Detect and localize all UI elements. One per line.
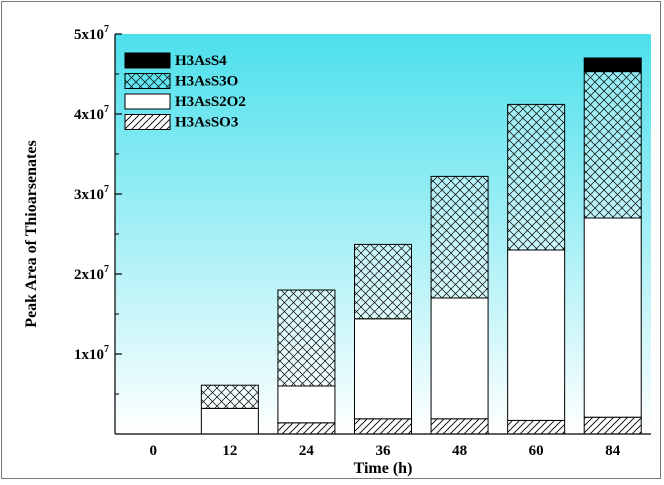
legend-label-h3asso3: H3AsSO3 (175, 115, 238, 131)
y-tick-label-exponent: 7 (104, 344, 109, 355)
legend: H3AsS4 H3AsS3O H3AsS2O2 H3AsSO3 (124, 52, 246, 131)
bar-segment-h3asso3-60 (507, 419, 566, 435)
bar-segment-h3ass2o2-24 (277, 385, 336, 424)
y-tick-label: 4x107 (74, 104, 109, 123)
bar-segment-h3asso3-84 (583, 416, 642, 435)
legend-label-h3ass4: H3AsS4 (175, 53, 227, 69)
legend-swatch-h3ass3o (124, 73, 171, 89)
legend-swatch-h3asso3 (124, 114, 171, 130)
x-axis-label: Time (h) (354, 460, 413, 477)
y-tick-label-exponent: 7 (104, 264, 109, 275)
outer-border (1, 1, 661, 479)
bar-segment-h3ass2o2-12 (200, 407, 259, 435)
bar-segment-h3ass3o-12 (200, 384, 259, 409)
legend-label-h3ass3o: H3AsS3O (175, 74, 238, 90)
bar-segment-h3ass2o2-48 (430, 297, 489, 420)
bar-segment-h3asso3-36 (354, 418, 412, 435)
legend-swatch-h3ass4 (124, 52, 171, 69)
bar-segment-h3ass3o-84 (583, 71, 642, 219)
bar-segment-h3ass2o2-84 (583, 217, 642, 418)
x-tick-label: 0 (150, 443, 158, 459)
bar-segment-h3ass3o-24 (277, 289, 336, 387)
bar-group (200, 57, 642, 435)
bar-segment-h3ass3o-36 (354, 243, 412, 320)
x-tick-label: 60 (529, 443, 544, 459)
x-tick-label: 24 (299, 443, 315, 459)
y-tick-label: 5x107 (74, 24, 109, 43)
x-tick-label: 48 (452, 443, 467, 459)
y-tick-label-base: 5x10 (74, 27, 104, 43)
y-tick-label-exponent: 7 (104, 184, 109, 195)
y-tick-label: 2x107 (74, 264, 109, 283)
y-tick-label-exponent: 7 (104, 104, 109, 115)
x-tick-label: 12 (222, 443, 237, 459)
bar-segment-h3ass2o2-36 (354, 318, 412, 420)
bar-segment-h3asso3-48 (430, 418, 489, 435)
bar-segment-h3ass3o-48 (430, 175, 489, 299)
y-axis-label: Peak Area of Thioarsenates (23, 140, 40, 327)
bar-segment-h3asso3-24 (277, 422, 336, 435)
y-tick-label-base: 3x10 (74, 187, 104, 203)
y-tick-label-base: 2x10 (74, 267, 104, 283)
y-tick-label-base: 1x10 (74, 347, 104, 363)
bar-segment-h3ass4-84 (583, 57, 642, 73)
bar-segment-h3ass3o-60 (507, 103, 566, 251)
y-tick-label: 1x107 (74, 344, 109, 363)
y-tick-label-exponent: 7 (104, 24, 109, 35)
y-tick-label: 3x107 (74, 184, 109, 203)
bar-segment-h3ass2o2-60 (507, 249, 566, 421)
legend-swatch-h3ass2o2 (124, 93, 171, 110)
x-tick-label: 36 (376, 443, 392, 459)
y-tick-label-base: 4x10 (74, 107, 104, 123)
x-tick-label: 84 (605, 443, 621, 459)
legend-label-h3ass2o2: H3AsS2O2 (175, 94, 246, 110)
